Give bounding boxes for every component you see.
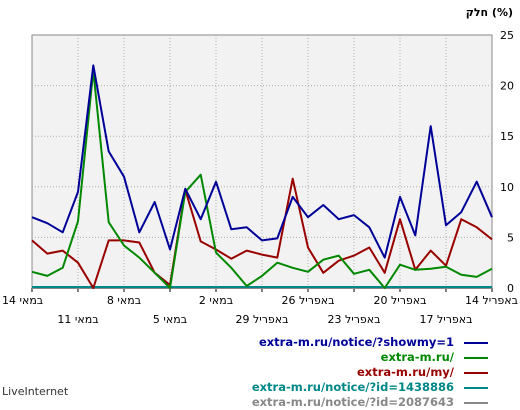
x-axis-ticks: 14 במאי 8 במאי 2 במאי 26 באפריל 20 באפריל 14 … [2,288,518,326]
legend-swatch [464,342,488,344]
legend-entry: extra-m.ru/notice/?id=2087643 [252,395,488,410]
legend-entry: extra-m.ru/my/ [252,365,488,380]
x-tick-label: 17 באפריל [419,313,472,326]
legend-label: extra-m.ru/notice/?id=1438886 [251,380,454,394]
x-tick-label: 29 באפריל [235,313,288,326]
x-tick-label: 2 במאי [199,294,233,307]
x-tick-label: 26 באפריל [281,294,334,307]
legend-swatch [464,402,488,404]
x-tick-label: 23 באפריל [327,313,380,326]
footer-brand: LiveInternet [2,385,69,398]
x-tick-label: 14 באפריל [465,294,518,307]
y-tick-label: 10 [500,181,514,194]
x-tick-label: 5 במאי [153,313,187,326]
y-tick-label: 15 [500,130,514,143]
x-tick-label: 14 במאי [2,294,43,307]
y-tick-label: 5 [507,231,514,244]
y-axis-ticks: 0 5 10 15 20 25 [500,29,514,295]
series-lines [31,64,493,289]
series-line-extra-m-ru-notice-showmy-1 [31,64,493,259]
y-tick-label: 0 [507,282,514,295]
legend-entry: extra-m.ru/notice/?showmy=1 [252,335,488,350]
x-tick-label: 8 במאי [107,294,141,307]
y-axis-label: חלק (%) [466,6,513,19]
legend-label: extra-m.ru/ [380,350,454,364]
legend: extra-m.ru/notice/?showmy=1 extra-m.ru/ex… [252,335,488,410]
legend-entry: extra-m.ru/ [252,350,488,365]
x-tick-label: 20 באפריל [373,294,426,307]
y-tick-label: 25 [500,29,514,42]
legend-swatch [464,372,488,374]
line-chart: 0 5 10 15 20 25 14 במאי 8 במאי 2 במאי 26 באפריל 2… [2,6,518,326]
x-tick-label: 11 במאי [57,313,98,326]
y-tick-label: 20 [500,80,514,93]
series-line-extra-m-ru [31,69,493,289]
legend-label: extra-m.ru/notice/?id=2087643 [251,395,454,409]
legend-swatch [464,357,488,359]
legend-label: extra-m.ru/notice/?showmy=1 [258,335,454,349]
legend-entry: extra-m.ru/notice/?id=1438886 [252,380,488,395]
legend-label: extra-m.ru/my/ [356,365,454,379]
legend-swatch [464,387,488,389]
